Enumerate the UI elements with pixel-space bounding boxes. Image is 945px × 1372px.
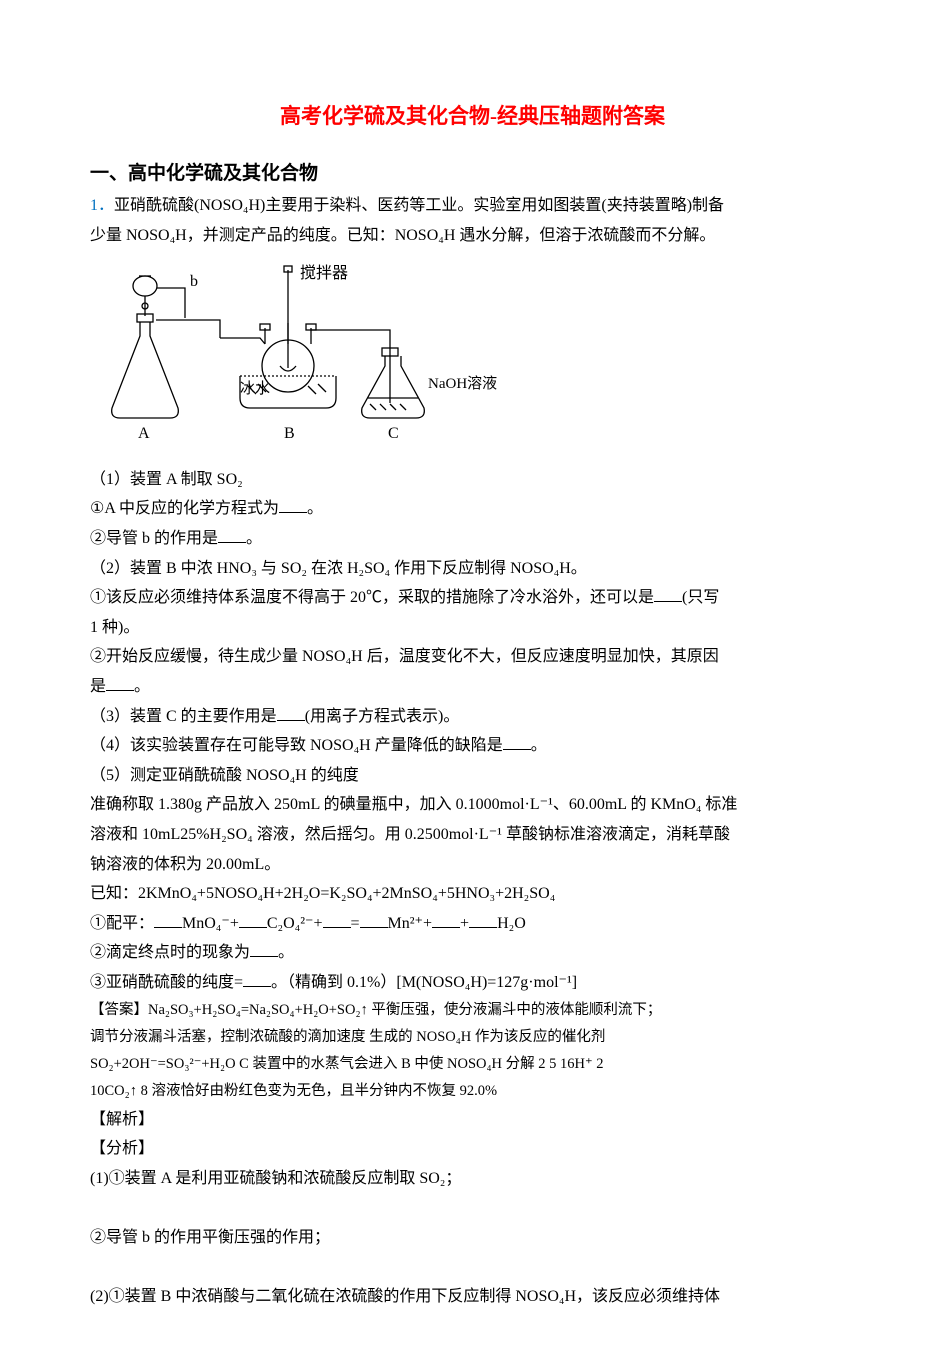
- p8b: 。: [531, 737, 547, 754]
- a3: (2)①装置 B 中浓硝酸与二氧化硫在浓硫酸的作用下反应制得 NOSO₄H，该反…: [90, 1282, 855, 1312]
- p13b: 。: [278, 944, 294, 961]
- p12b1: MnO₄⁻+: [182, 915, 239, 932]
- p2b: 。: [307, 500, 323, 517]
- blank: [243, 970, 271, 987]
- p3a: ②导管 b 的作用是: [90, 530, 218, 547]
- blank: [279, 496, 307, 513]
- p9: （5）测定亚硝酰硫酸 NOSO₄H 的纯度: [90, 761, 855, 791]
- label-stirrer: 搅拌器: [300, 264, 348, 282]
- p6c: 。: [134, 678, 150, 695]
- p6: ②开始反应缓慢，待生成少量 NOSO₄H 后，温度变化不大，但反应速度明显加快，…: [90, 642, 855, 672]
- blank: [654, 585, 682, 602]
- intro-line-1: 亚硝酰硫酸(NOSO₄H)主要用于染料、医药等工业。实验室用如图装置(夹持装置略…: [114, 197, 724, 214]
- p8a: （4）该实验装置存在可能导致 NOSO₄H 产量降低的缺陷是: [90, 737, 503, 754]
- p13a: ②滴定终点时的现象为: [90, 944, 250, 961]
- ans4: 10CO₂↑ 8 溶液恰好由粉红色变为无色，且半分钟内不恢复 92.0%: [90, 1078, 855, 1105]
- jiexi-label: 【解析】: [90, 1105, 855, 1135]
- page-title: 高考化学硫及其化合物-经典压轴题附答案: [90, 100, 855, 130]
- p3b: 。: [246, 530, 262, 547]
- diagram-bg: [90, 258, 510, 448]
- p1: （1）装置 A 制取 SO₂: [90, 465, 855, 495]
- p12b4: Mn²⁺+: [388, 915, 433, 932]
- p5c: 1 种)。: [90, 613, 855, 643]
- p5b: (只写: [682, 589, 719, 606]
- a2: ②导管 b 的作用平衡压强的作用；: [90, 1223, 855, 1253]
- blank: [154, 911, 182, 928]
- blank: [503, 733, 531, 750]
- apparatus-diagram: b A: [90, 258, 855, 459]
- p6b: 是: [90, 678, 106, 695]
- p12b6: H₂O: [497, 915, 526, 932]
- p7b: (用离子方程式表示)。: [305, 708, 460, 725]
- label-naoh: NaOH溶液: [428, 375, 497, 392]
- blank: [250, 940, 278, 957]
- ans3: SO₂+2OH⁻=SO₃²⁻+H₂O C 装置中的水蒸气会进入 B 中使 NOS…: [90, 1051, 855, 1078]
- label-C: C: [388, 425, 399, 442]
- p10c: 钠溶液的体积为 20.00mL。: [90, 850, 855, 880]
- blank: [360, 911, 388, 928]
- p12b3: =: [351, 915, 360, 932]
- blank: [106, 674, 134, 691]
- p12b2: C₂O₄²⁻+: [267, 915, 323, 932]
- question-number: 1．: [90, 197, 114, 214]
- blank: [239, 911, 267, 928]
- label-ice: 冰水: [240, 380, 270, 397]
- blank: [277, 704, 305, 721]
- answer-label: 【答案】: [90, 1002, 148, 1018]
- p10b: 溶液和 10mL25%H₂SO₄ 溶液，然后摇匀。用 0.2500mol·L⁻¹…: [90, 820, 855, 850]
- blank: [469, 911, 497, 928]
- p10: 准确称取 1.380g 产品放入 250mL 的碘量瓶中，加入 0.1000mo…: [90, 790, 855, 820]
- p4: （2）装置 B 中浓 HNO₃ 与 SO₂ 在浓 H₂SO₄ 作用下反应制得 N…: [90, 554, 855, 584]
- p11: 已知：2KMnO₄+5NOSO₄H+2H₂O=K₂SO₄+2MnSO₄+5HNO…: [90, 879, 855, 909]
- fenxi-label: 【分析】: [90, 1134, 855, 1164]
- label-A: A: [138, 425, 150, 442]
- p5a: ①该反应必须维持体系温度不得高于 20℃，采取的措施除了冷水浴外，还可以是: [90, 589, 654, 606]
- label-b: b: [190, 273, 198, 290]
- label-B: B: [284, 425, 295, 442]
- ans2: 调节分液漏斗活塞，控制浓硫酸的滴加速度 生成的 NOSO₄H 作为该反应的催化剂: [90, 1024, 855, 1051]
- section-heading: 一、高中化学硫及其化合物: [90, 158, 855, 185]
- diagram-svg: b A: [90, 258, 510, 448]
- blank: [323, 911, 351, 928]
- ans1: Na₂SO₃+H₂SO₄=Na₂SO₄+H₂O+SO₂↑ 平衡压强，使分液漏斗中…: [148, 1002, 661, 1018]
- a1: (1)①装置 A 是利用亚硫酸钠和浓硫酸反应制取 SO₂；: [90, 1164, 855, 1194]
- p12a: ①配平：: [90, 915, 154, 932]
- p7a: （3）装置 C 的主要作用是: [90, 708, 277, 725]
- blank: [432, 911, 460, 928]
- p14a: ③亚硝酰硫酸的纯度=: [90, 974, 243, 991]
- blank: [218, 526, 246, 543]
- p12b5: +: [460, 915, 469, 932]
- p2a: ①A 中反应的化学方程式为: [90, 500, 279, 517]
- p14b: 。（精确到 0.1%）[M(NOSO₄H)=127g·mol⁻¹]: [271, 974, 577, 991]
- body-content: 1．亚硝酰硫酸(NOSO₄H)主要用于染料、医药等工业。实验室用如图装置(夹持装…: [90, 191, 855, 1312]
- intro-line-2: 少量 NOSO₄H，并测定产品的纯度。已知：NOSO₄H 遇水分解，但溶于浓硫酸…: [90, 221, 855, 251]
